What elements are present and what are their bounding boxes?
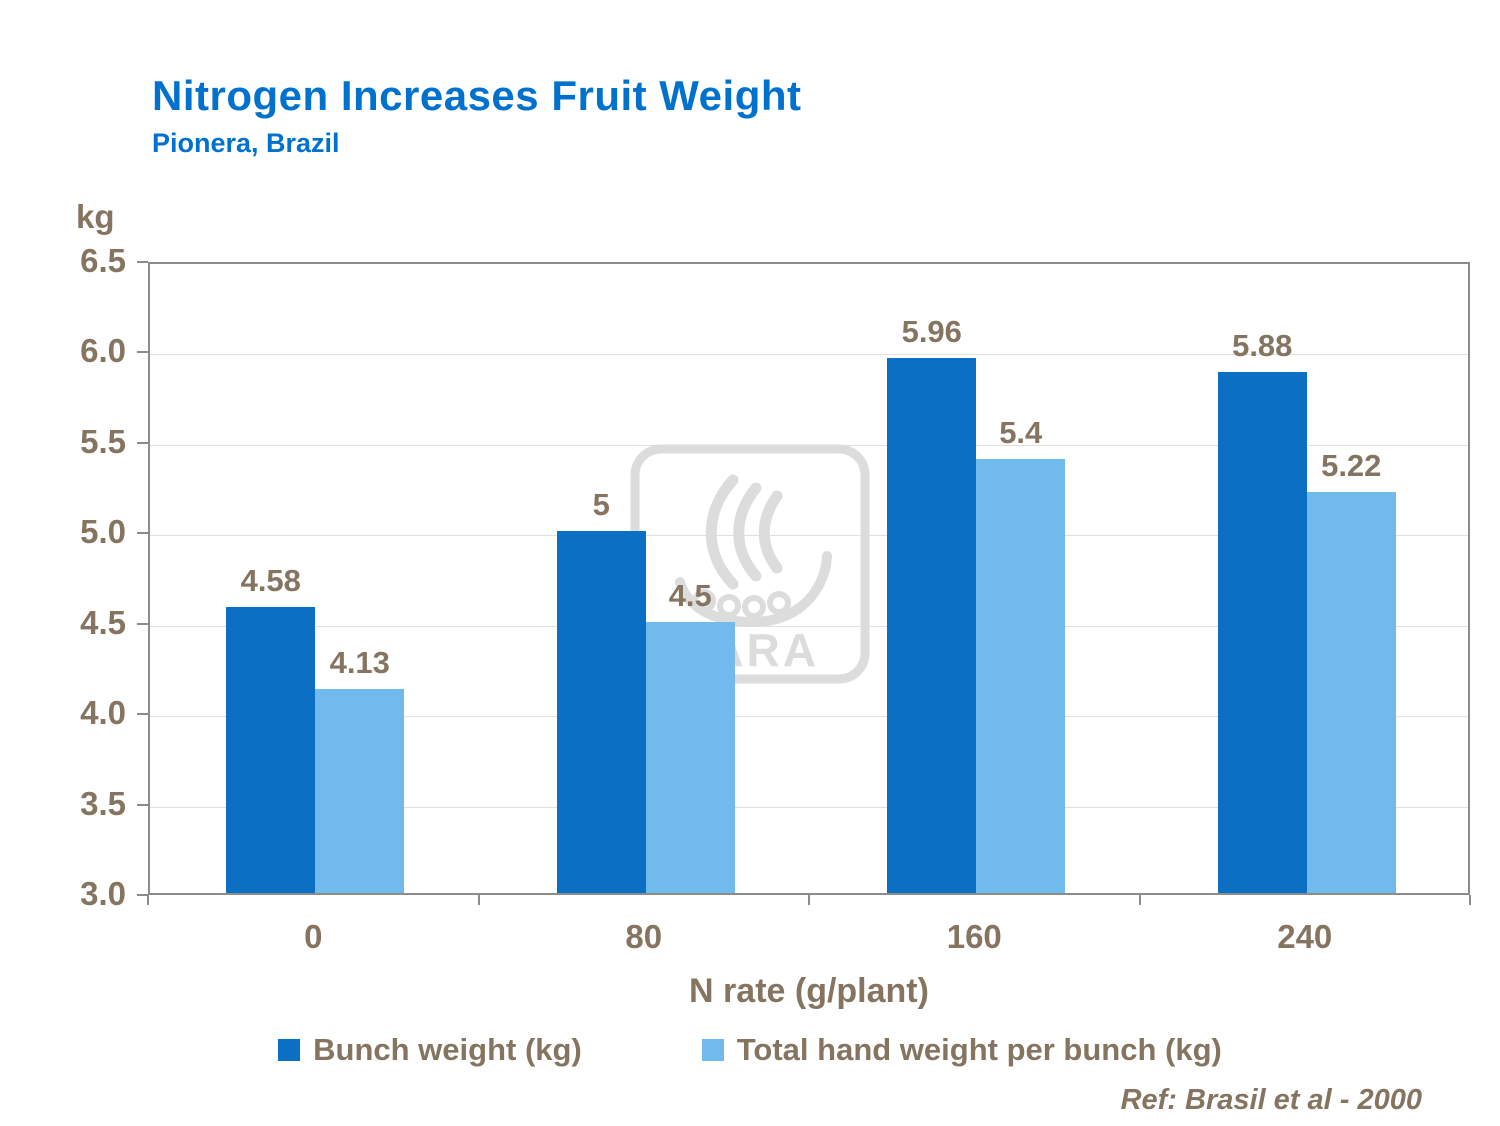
y-tick-mark [137, 532, 148, 535]
plot-area: YARA 4.58 4.13 5 4.5 5.96 5.4 5.88 5.22 [148, 262, 1470, 895]
reference-text: Ref: Brasil et al - 2000 [1120, 1084, 1422, 1116]
y-tick-label: 4.0 [80, 694, 126, 732]
bars-layer: 4.58 4.13 5 4.5 5.96 5.4 5.88 5.22 [150, 264, 1468, 893]
y-tick-label: 4.5 [80, 603, 126, 641]
x-tick-mark [147, 895, 149, 905]
legend-item-series1: Bunch weight (kg) [278, 1032, 582, 1068]
legend-item-series2: Total hand weight per bunch (kg) [701, 1032, 1222, 1068]
x-tick-mark [1138, 895, 1141, 905]
y-tick-mark [137, 894, 148, 896]
gridline [150, 354, 1468, 356]
bar-value-label: 4.5 [668, 577, 712, 613]
bar-value-label: 5.4 [999, 414, 1043, 450]
bar-series1-x240 [1217, 372, 1307, 893]
x-axis-title: N rate (g/plant) [689, 972, 929, 1010]
bar-series2-x0 [315, 688, 405, 893]
y-tick-label: 6.0 [80, 332, 126, 370]
y-tick-mark [137, 261, 148, 263]
bar-value-label: 5.88 [1232, 328, 1293, 364]
y-tick-mark [137, 441, 148, 444]
chart-title: Nitrogen Increases Fruit Weight [152, 72, 802, 119]
legend-swatch-series1 [278, 1039, 301, 1061]
bar-series1-x0 [226, 607, 316, 893]
bar-value-label: 4.13 [329, 644, 390, 680]
gridline [150, 806, 1468, 808]
bar-value-label: 5.96 [901, 313, 962, 349]
x-tick-label: 160 [946, 918, 1002, 955]
legend: Bunch weight (kg) Total hand weight per b… [0, 1032, 1500, 1068]
gridline [150, 625, 1468, 627]
chart-subtitle: Pionera, Brazil [152, 128, 340, 158]
gridline [150, 535, 1468, 537]
bar-value-label: 5 [592, 487, 610, 523]
x-tick-mark [1469, 895, 1471, 905]
legend-swatch-series2 [701, 1039, 724, 1061]
bar-series1-x160 [887, 357, 977, 893]
x-tick-label: 0 [304, 918, 323, 955]
y-tick-label: 3.0 [80, 875, 126, 912]
x-tick-label: 240 [1277, 918, 1333, 955]
x-tick-mark [808, 895, 810, 905]
bar-series1-x80 [556, 531, 646, 893]
gridline [150, 716, 1468, 718]
legend-label-series1: Bunch weight (kg) [313, 1032, 582, 1067]
y-tick-mark [137, 622, 148, 625]
y-tick-mark [137, 803, 148, 806]
y-tick-mark [137, 351, 148, 354]
y-tick-label: 5.0 [80, 513, 126, 551]
y-tick-label: 3.5 [80, 784, 126, 822]
y-tick-label: 5.5 [80, 422, 126, 460]
bar-value-label: 4.58 [240, 563, 301, 599]
bar-value-label: 5.22 [1321, 447, 1382, 483]
y-tick-label: 6.5 [80, 242, 126, 279]
bar-series2-x160 [976, 458, 1066, 893]
bar-series2-x240 [1306, 491, 1396, 893]
bar-series2-x80 [645, 621, 735, 893]
y-axis-unit-label: kg [76, 198, 115, 235]
x-tick-label: 80 [625, 918, 663, 955]
legend-label-series2: Total hand weight per bunch (kg) [736, 1032, 1222, 1067]
x-tick-mark [477, 895, 480, 905]
y-tick-mark [137, 713, 148, 716]
